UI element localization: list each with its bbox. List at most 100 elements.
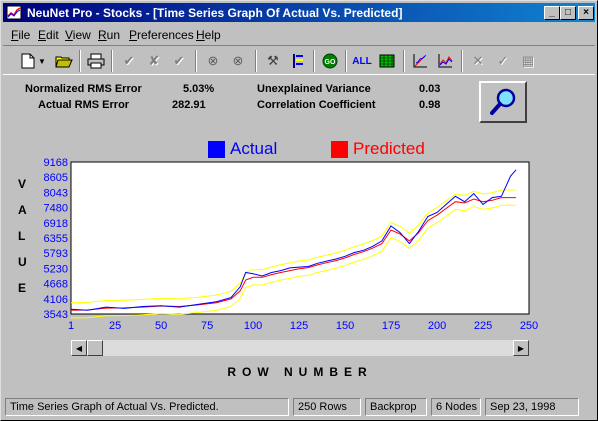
x-tick-label: 250	[520, 320, 538, 332]
x-tick-label: 1	[68, 320, 74, 332]
status-bar: Time Series Graph of Actual Vs. Predicte…	[3, 397, 595, 417]
check-icon: ✔	[123, 53, 135, 68]
status-date: Sep 23, 1998	[485, 398, 579, 416]
nrms-label: Normalized RMS Error	[25, 83, 142, 95]
nrms-value: 5.03%	[183, 83, 215, 95]
y-tick-label: 6918	[44, 218, 68, 230]
variables-button[interactable]	[287, 51, 309, 71]
close-button[interactable]: ×	[578, 6, 594, 20]
new-file-button[interactable]	[17, 51, 39, 71]
svg-text:GO: GO	[325, 59, 336, 66]
toolbar-separator	[195, 50, 197, 72]
menu-preferences[interactable]: Preferences	[129, 28, 194, 42]
status-rows: 250 Rows	[293, 398, 361, 416]
binoculars-next-icon: ⊗	[232, 53, 244, 68]
calculator-button[interactable]: ▦	[517, 51, 539, 71]
grid-view-button[interactable]	[376, 51, 398, 71]
confidence-bands	[70, 189, 517, 319]
x-tick-labels: 1 25 50 75 100 125 150 175 200 225 250	[68, 320, 538, 332]
delete-x-icon: ✕	[472, 53, 484, 68]
maximize-button[interactable]: □	[560, 6, 576, 20]
minimize-button[interactable]: _	[544, 6, 560, 20]
arrow-right-icon: ▶	[517, 343, 525, 353]
toolbar: ▼ ✔ ✘ ✔ ⊗ ⊗ ⚒ GO ALL	[3, 45, 595, 75]
zoom-button[interactable]	[479, 81, 527, 123]
accept-button[interactable]: ✓	[492, 51, 514, 71]
stats-panel: Normalized RMS Error 5.03% Actual RMS Er…	[1, 81, 461, 121]
y-axis-letter-e: E	[18, 281, 27, 295]
print-button[interactable]	[85, 51, 107, 71]
status-method: Backprop	[365, 398, 427, 416]
plot-area	[70, 161, 530, 315]
menu-file[interactable]: File	[11, 28, 31, 42]
toolbar-separator	[403, 50, 405, 72]
binoculars-icon: ⊗	[207, 53, 219, 68]
y-tick-label: 8043	[44, 187, 68, 199]
menu-help[interactable]: Help	[196, 28, 221, 42]
magnifier-icon	[490, 88, 516, 115]
arms-label: Actual RMS Error	[38, 99, 130, 111]
open-folder-button[interactable]	[53, 51, 75, 71]
scroll-left-button[interactable]: ◀	[71, 340, 87, 356]
scroll-right-button[interactable]: ▶	[513, 340, 529, 356]
y-tick-labels: 3543 4106 4668 5230 5793 6355 6918 7480 8043 8605…	[44, 157, 68, 321]
unexplained-variance-value: 0.03	[419, 83, 441, 95]
series-lines	[70, 169, 517, 311]
y-tick-label: 6355	[44, 233, 68, 245]
maximize-icon: □	[564, 7, 572, 18]
grid-icon	[379, 54, 395, 68]
find-button[interactable]: ⊗	[202, 51, 224, 71]
arms-value: 282.91	[172, 99, 206, 111]
y-tick-label: 8605	[44, 172, 68, 184]
menu-bar: File Edit View Run Preferences Help	[3, 25, 595, 44]
all-button[interactable]: ALL	[351, 51, 373, 71]
scatter-graph-button[interactable]	[409, 51, 431, 71]
toolbar-separator	[255, 50, 257, 72]
tools-button[interactable]: ⚒	[262, 51, 284, 71]
cancel-x-button[interactable]: ✘	[143, 51, 165, 71]
legend-actual-swatch	[208, 140, 225, 158]
accept-check-icon: ✓	[497, 53, 509, 68]
check-plus-icon: ✔	[173, 53, 185, 68]
menu-view[interactable]: View	[65, 28, 91, 42]
calculator-icon: ▦	[521, 53, 535, 68]
toolbar-separator	[313, 50, 315, 72]
wrench-icon: ⚒	[267, 53, 279, 68]
time-series-graph-button[interactable]	[434, 51, 456, 71]
x-tick-label: 150	[336, 320, 354, 332]
chart-scrollbar[interactable]: ◀ ▶	[71, 340, 529, 356]
menu-edit[interactable]: Edit	[38, 28, 59, 42]
toolbar-separator	[461, 50, 463, 72]
y-tick-label: 7480	[44, 203, 68, 215]
toolbar-separator	[79, 50, 81, 72]
toolbar-separator	[111, 50, 113, 72]
toolbar-separator	[345, 50, 347, 72]
legend-predicted-label: Predicted	[353, 139, 425, 158]
legend-predicted-swatch	[331, 140, 348, 158]
menu-run[interactable]: Run	[98, 28, 121, 42]
find-next-button[interactable]: ⊗	[227, 51, 249, 71]
legend-actual-label: Actual	[230, 139, 278, 158]
title-bar[interactable]: NeuNet Pro - Stocks - [Time Series Graph…	[3, 3, 595, 22]
check-button[interactable]: ✔	[118, 51, 140, 71]
new-dropdown-button[interactable]: ▼	[37, 51, 47, 71]
y-tick-label: 5230	[44, 263, 68, 275]
x-icon: ✘	[148, 53, 160, 68]
print-icon	[87, 53, 105, 69]
y-axis-letter-a: A	[18, 203, 27, 217]
y-axis-letter-u: U	[18, 255, 27, 269]
scroll-thumb[interactable]	[87, 340, 103, 356]
y-tick-label: 3543	[44, 309, 68, 321]
delete-button[interactable]: ✕	[467, 51, 489, 71]
upper-error-band	[70, 189, 517, 304]
check-plus-button[interactable]: ✔	[168, 51, 190, 71]
legend-actual: Actual	[208, 139, 277, 159]
go-button[interactable]: GO	[319, 51, 341, 71]
x-tick-label: 75	[201, 320, 213, 332]
series-line-actual	[70, 169, 517, 311]
y-tick-label: 4668	[44, 279, 68, 291]
go-icon: GO	[322, 53, 338, 69]
flag-icon	[293, 54, 303, 68]
scatter-graph-icon	[413, 54, 427, 68]
